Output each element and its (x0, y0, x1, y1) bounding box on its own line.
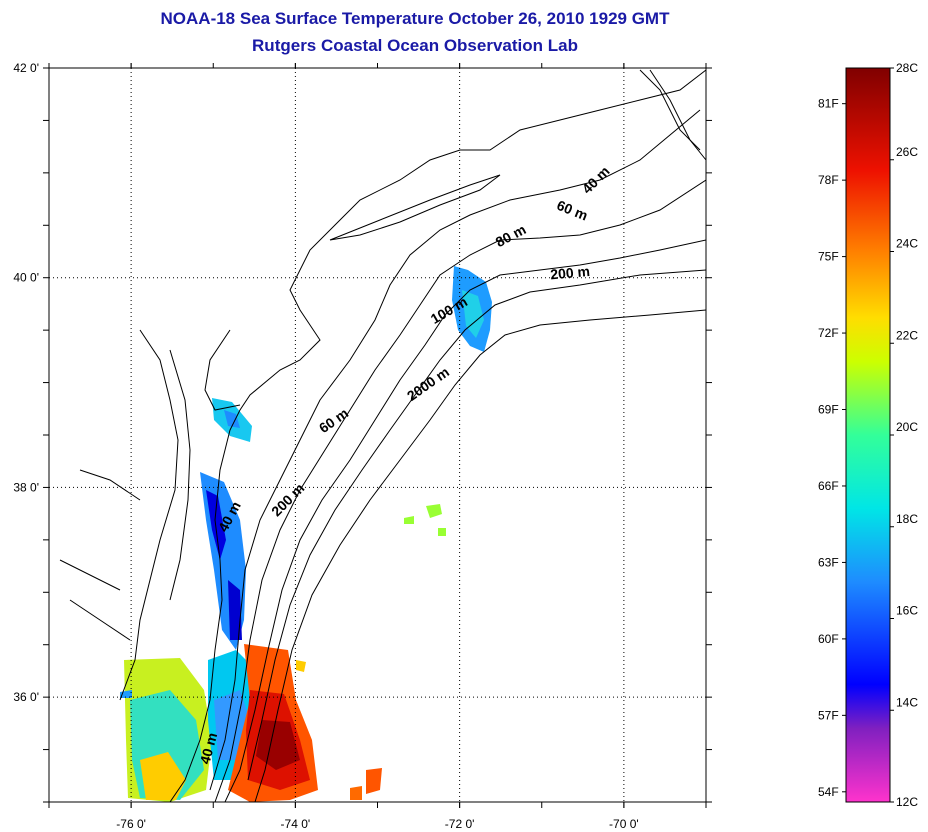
fahrenheit-label: 75F (818, 250, 839, 264)
celsius-label: 20C (896, 420, 918, 434)
contour-label: 200 m (268, 480, 307, 519)
lon-tick-label: -70 0' (609, 817, 639, 831)
celsius-label: 12C (896, 795, 918, 809)
contour-label: 2000 m (404, 364, 452, 404)
fahrenheit-label: 63F (818, 555, 839, 569)
lon-tick-label: -76 0' (116, 817, 146, 831)
fahrenheit-label: 57F (818, 708, 839, 722)
colorbar (845, 67, 891, 803)
lat-tick-label: 42 0' (13, 61, 39, 75)
celsius-label: 28C (896, 61, 918, 75)
contour-label: 200 m (550, 263, 591, 282)
lat-tick-label: 36 0' (13, 690, 39, 704)
fahrenheit-label: 54F (818, 785, 839, 799)
celsius-label: 26C (896, 145, 918, 159)
celsius-label: 24C (896, 237, 918, 251)
colorbar-labels: 28C 26C 24C 22C 20C 18C 16C 14C 12C 81F 78F 75F 72F 6… (818, 61, 918, 809)
coastline-and-bathymetry (59, 69, 706, 802)
celsius-label: 16C (896, 604, 918, 618)
celsius-label: 18C (896, 512, 918, 526)
celsius-label: 14C (896, 695, 918, 709)
fahrenheit-label: 60F (818, 632, 839, 646)
lat-tick-label: 40 0' (13, 271, 39, 285)
contour-label: 80 m (493, 221, 529, 250)
contour-label: 60 m (316, 405, 351, 436)
lon-tick-label: -74 0' (281, 817, 311, 831)
lat-tick-label: 38 0' (13, 480, 39, 494)
map-subtitle: Rutgers Coastal Ocean Observation Lab (252, 36, 578, 55)
coastline (169, 69, 706, 802)
contour-label: 60 m (555, 197, 591, 224)
sst-data-layer (120, 266, 492, 802)
fahrenheit-label: 66F (818, 479, 839, 493)
lon-tick-label: -72 0' (445, 817, 475, 831)
celsius-label: 22C (896, 328, 918, 342)
fahrenheit-label: 69F (818, 403, 839, 417)
map-title: NOAA-18 Sea Surface Temperature October … (160, 9, 670, 28)
axis-ticks: -76 0' -74 0' -72 0' -70 0' 42 0' 40 0' 38 0' 3… (13, 61, 712, 831)
fahrenheit-label: 72F (818, 326, 839, 340)
contour-label: 40 m (579, 163, 613, 197)
contour-label: 40 m (197, 731, 221, 766)
fahrenheit-label: 78F (818, 173, 839, 187)
fahrenheit-label: 81F (818, 97, 839, 111)
